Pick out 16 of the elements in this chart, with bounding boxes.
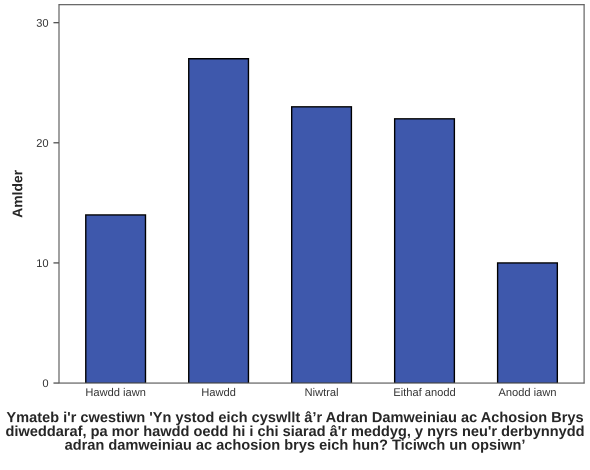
x-tick-label: Eithaf anodd: [394, 388, 455, 396]
x-tick-label: Anodd iawn: [498, 388, 556, 396]
bar: [496, 262, 558, 384]
bar: [85, 214, 146, 384]
y-tick-label: 30: [36, 18, 48, 27]
bar: [188, 58, 250, 384]
y-tick-label: 0: [42, 379, 48, 388]
x-axis-title: Ymateb i'r cwestiwn 'Yn ystod eich cyswllt â’r Adran Damweiniau ac Achosion Brys diweddaraf, pa mor hawdd oedd hi i chi siarad â'r meddyg, y nyrs neu'r derbynnydd adran damweiniau ac achosion brys eich hun? Ticiwch un opsiwn’: [6, 411, 584, 453]
bar: [290, 106, 352, 384]
x-tick-label: Hawdd: [202, 388, 236, 396]
y-tick-label: 10: [37, 259, 48, 268]
x-tick-label: Niwtral: [305, 388, 338, 396]
y-axis-title: Amlder: [12, 170, 22, 218]
bar: [394, 118, 456, 384]
y-tick-label: 20: [36, 139, 48, 147]
x-tick-label: Hawdd iawn: [86, 388, 146, 396]
